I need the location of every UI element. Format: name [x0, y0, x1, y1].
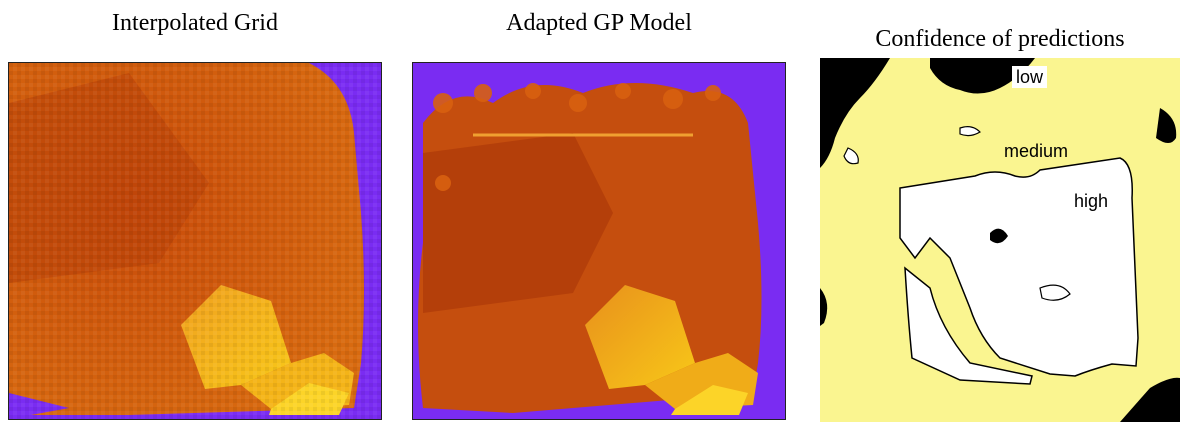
confidence-label-medium: medium: [1000, 140, 1073, 162]
confidence-low-region-right: [1156, 108, 1177, 143]
confidence-low-region-bottom-right: [1120, 377, 1180, 422]
adapted-gp-model-heatmap: [412, 62, 786, 420]
confidence-low-region-top-right: [930, 58, 1035, 94]
confidence-low-region-top-left: [820, 58, 890, 168]
interpolated-grid-heatmap: [8, 62, 382, 420]
panel-title-adapted-gp-model: Adapted GP Model: [506, 10, 692, 36]
field-dark: [423, 133, 613, 313]
confidence-map: low medium high: [820, 58, 1180, 422]
field-yellow-patch: [671, 385, 748, 415]
field-bright-block-1: [585, 285, 695, 389]
confidence-low-region-left-edge: [820, 288, 828, 326]
panel-title-confidence: Confidence of predictions: [875, 26, 1125, 52]
confidence-label-low: low: [1012, 66, 1048, 88]
panel-title-interpolated-grid: Interpolated Grid: [112, 10, 278, 36]
confidence-high-region: [899, 157, 1139, 377]
confidence-label-high: high: [1074, 191, 1109, 211]
